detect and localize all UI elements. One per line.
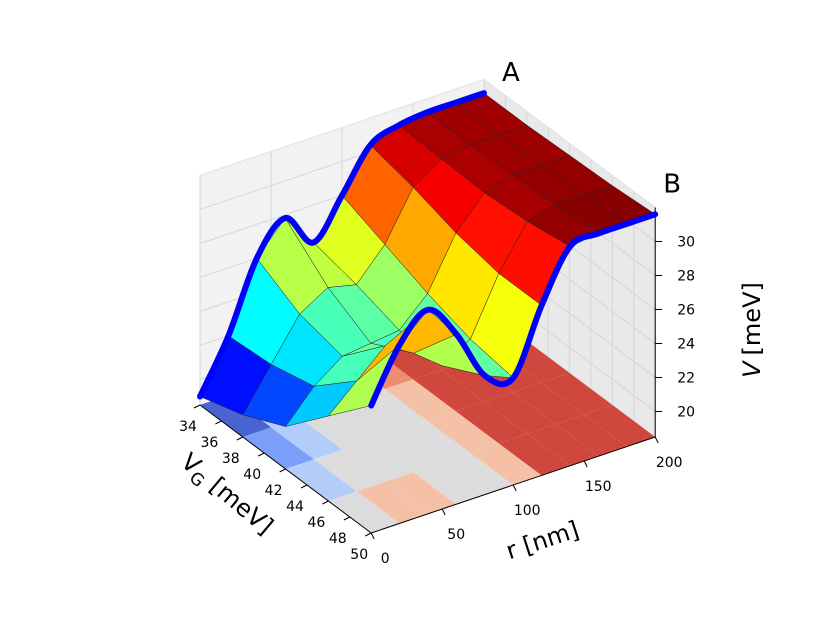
x-tick — [364, 532, 372, 537]
z-tick-label: 26 — [677, 303, 695, 319]
floor-contour — [314, 449, 386, 492]
x-tick — [279, 468, 286, 473]
edge-curve — [368, 211, 659, 409]
floor-contour — [584, 405, 656, 447]
y-tick — [583, 460, 588, 468]
x-label-unit: [meV] — [204, 472, 278, 541]
x-tick — [257, 452, 265, 457]
x-tick-label: 36 — [200, 435, 218, 451]
floor-contour — [399, 421, 471, 463]
floor-contour — [413, 462, 485, 505]
z-tick-label: 22 — [677, 371, 695, 387]
x-tick — [236, 436, 244, 441]
floor-contour — [427, 411, 499, 453]
floor-contour — [555, 414, 627, 457]
z-label-unit: [meV] — [738, 282, 766, 355]
floor-contour — [470, 443, 542, 485]
floor-contour — [200, 395, 272, 437]
x-tick — [300, 484, 308, 489]
x-tick-label: 34 — [179, 419, 197, 435]
z-tick-label: 28 — [677, 269, 695, 285]
edge-label: A — [502, 58, 520, 88]
floor-contour — [413, 369, 485, 412]
z-tick-label: 30 — [677, 235, 695, 251]
floor-contour — [328, 491, 400, 533]
x-tick-label: 50 — [350, 547, 368, 563]
z-axis-label: V [meV] — [738, 282, 766, 378]
y-axis-label: r [nm] — [503, 516, 583, 566]
y-tick — [441, 508, 446, 516]
x-tick-label: 44 — [286, 499, 304, 515]
floor-contour — [456, 401, 528, 444]
floor-contour — [384, 379, 456, 421]
y-tick-label: 100 — [514, 503, 541, 519]
edge-curve — [197, 90, 487, 400]
floor-contour — [271, 417, 343, 460]
floor-contour — [370, 430, 442, 473]
y-tick-label: 0 — [381, 551, 390, 567]
floor-contour — [541, 373, 613, 415]
y-tick-label: 150 — [585, 479, 612, 495]
floor-contour — [442, 453, 514, 495]
x-tick-label: 46 — [307, 515, 325, 531]
edge-label: B — [663, 169, 681, 199]
floor-contour — [441, 360, 513, 402]
x-tick-label: 40 — [243, 467, 261, 483]
floor-contour — [498, 433, 570, 476]
floor-contour — [484, 392, 556, 434]
floor-contour — [527, 424, 599, 466]
z-label-main: V — [738, 360, 766, 378]
floor-contour — [356, 481, 428, 524]
x-tick — [322, 500, 329, 505]
y-tick-label: 50 — [447, 527, 465, 543]
floor-contour — [285, 459, 357, 501]
x-tick-label: 38 — [222, 451, 240, 467]
x-tick — [215, 420, 222, 425]
y-tick — [512, 484, 517, 492]
floor-contour — [512, 382, 584, 425]
z-tick-label: 20 — [677, 405, 695, 421]
floor-contour — [242, 427, 314, 469]
floor-contour — [385, 472, 457, 514]
z-tick-label: 24 — [677, 337, 695, 353]
x-tick — [193, 404, 201, 409]
x-tick-label: 48 — [329, 531, 347, 547]
x-tick-label: 42 — [265, 483, 283, 499]
x-tick — [343, 516, 351, 521]
y-tick — [654, 436, 659, 444]
y-tick-label: 200 — [656, 455, 683, 471]
floor-contour — [342, 440, 414, 482]
y-tick — [370, 532, 375, 540]
